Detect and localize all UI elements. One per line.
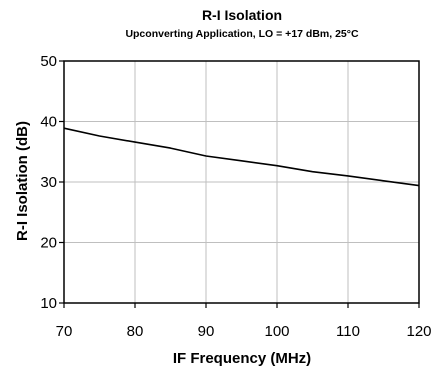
y-tick-label: 30 — [40, 174, 57, 191]
y-tick-label: 10 — [40, 295, 57, 312]
x-axis-label: IF Frequency (MHz) — [173, 350, 311, 367]
x-tick-label: 70 — [56, 323, 73, 340]
x-tick-label: 90 — [198, 323, 215, 340]
series-layer — [63, 127, 420, 187]
chart-title: R-I Isolation — [202, 7, 282, 23]
series-line — [63, 127, 420, 187]
gridlines — [64, 61, 419, 303]
x-tick-label: 110 — [336, 323, 360, 340]
y-tick-label: 50 — [40, 53, 57, 70]
y-axis-label: R-I Isolation (dB) — [14, 121, 31, 241]
y-axis-ticks: 10 20 30 40 50 — [40, 53, 64, 312]
chart-subtitle: Upconverting Application, LO = +17 dBm, … — [125, 28, 359, 40]
y-tick-label: 20 — [40, 235, 57, 252]
x-tick-label: 80 — [127, 323, 144, 340]
x-tick-label: 100 — [264, 323, 289, 340]
x-tick-label: 120 — [406, 323, 431, 340]
y-tick-label: 40 — [40, 114, 57, 131]
x-axis-ticks: 70 80 90 100 110 120 — [56, 303, 432, 340]
